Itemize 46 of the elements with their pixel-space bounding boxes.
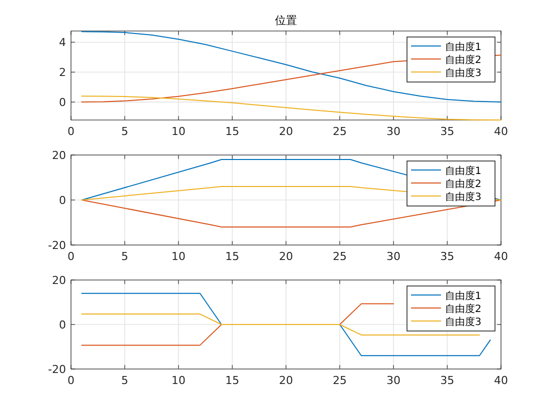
x-tick-label: 5 [121, 250, 128, 263]
x-tick-label: 40 [494, 374, 508, 387]
x-tick-label: 15 [225, 374, 240, 387]
x-tick-label: 15 [225, 250, 240, 263]
legend-label: 自由度1 [445, 165, 482, 177]
y-tick-label: -20 [48, 239, 66, 252]
x-tick-label: 35 [440, 250, 454, 263]
legend-label: 自由度1 [445, 41, 482, 53]
chart-title: 位置 [275, 14, 297, 27]
x-tick-label: 40 [494, 125, 508, 138]
x-tick-label: 25 [332, 374, 347, 387]
x-tick-label: 25 [332, 125, 347, 138]
x-tick-label: 40 [494, 250, 508, 263]
y-tick-label: 0 [59, 96, 66, 110]
y-tick-label: 20 [52, 274, 66, 287]
x-tick-label: 10 [172, 125, 186, 138]
legend-label: 自由度3 [445, 67, 482, 79]
x-tick-label: 15 [225, 125, 240, 138]
x-tick-label: 35 [440, 374, 454, 387]
y-tick-label: -20 [48, 363, 66, 376]
x-tick-label: 20 [279, 250, 293, 263]
x-tick-label: 30 [386, 125, 400, 138]
x-tick-label: 10 [172, 250, 186, 263]
x-tick-label: 0 [68, 250, 74, 263]
y-tick-label: 0 [59, 318, 66, 332]
y-tick-label: 20 [52, 149, 66, 162]
legend-label: 自由度3 [445, 191, 482, 203]
x-tick-label: 0 [68, 374, 74, 387]
legend-label: 自由度2 [445, 303, 482, 315]
y-tick-label: 0 [59, 194, 66, 207]
y-tick-label: 4 [59, 36, 66, 50]
legend-label: 自由度3 [445, 316, 482, 328]
x-tick-label: 10 [172, 374, 186, 387]
x-tick-label: 25 [332, 250, 347, 263]
x-tick-label: 20 [279, 125, 293, 138]
x-tick-label: 20 [279, 374, 293, 387]
legend-label: 自由度2 [445, 54, 482, 66]
x-tick-label: 30 [386, 250, 400, 263]
x-tick-label: 35 [440, 125, 454, 138]
x-tick-label: 5 [121, 125, 128, 138]
y-tick-label: 2 [59, 66, 66, 80]
x-tick-label: 0 [68, 125, 74, 138]
x-tick-label: 30 [386, 374, 400, 387]
legend-label: 自由度2 [445, 178, 482, 190]
legend-label: 自由度1 [445, 290, 482, 302]
x-tick-label: 5 [121, 374, 128, 387]
